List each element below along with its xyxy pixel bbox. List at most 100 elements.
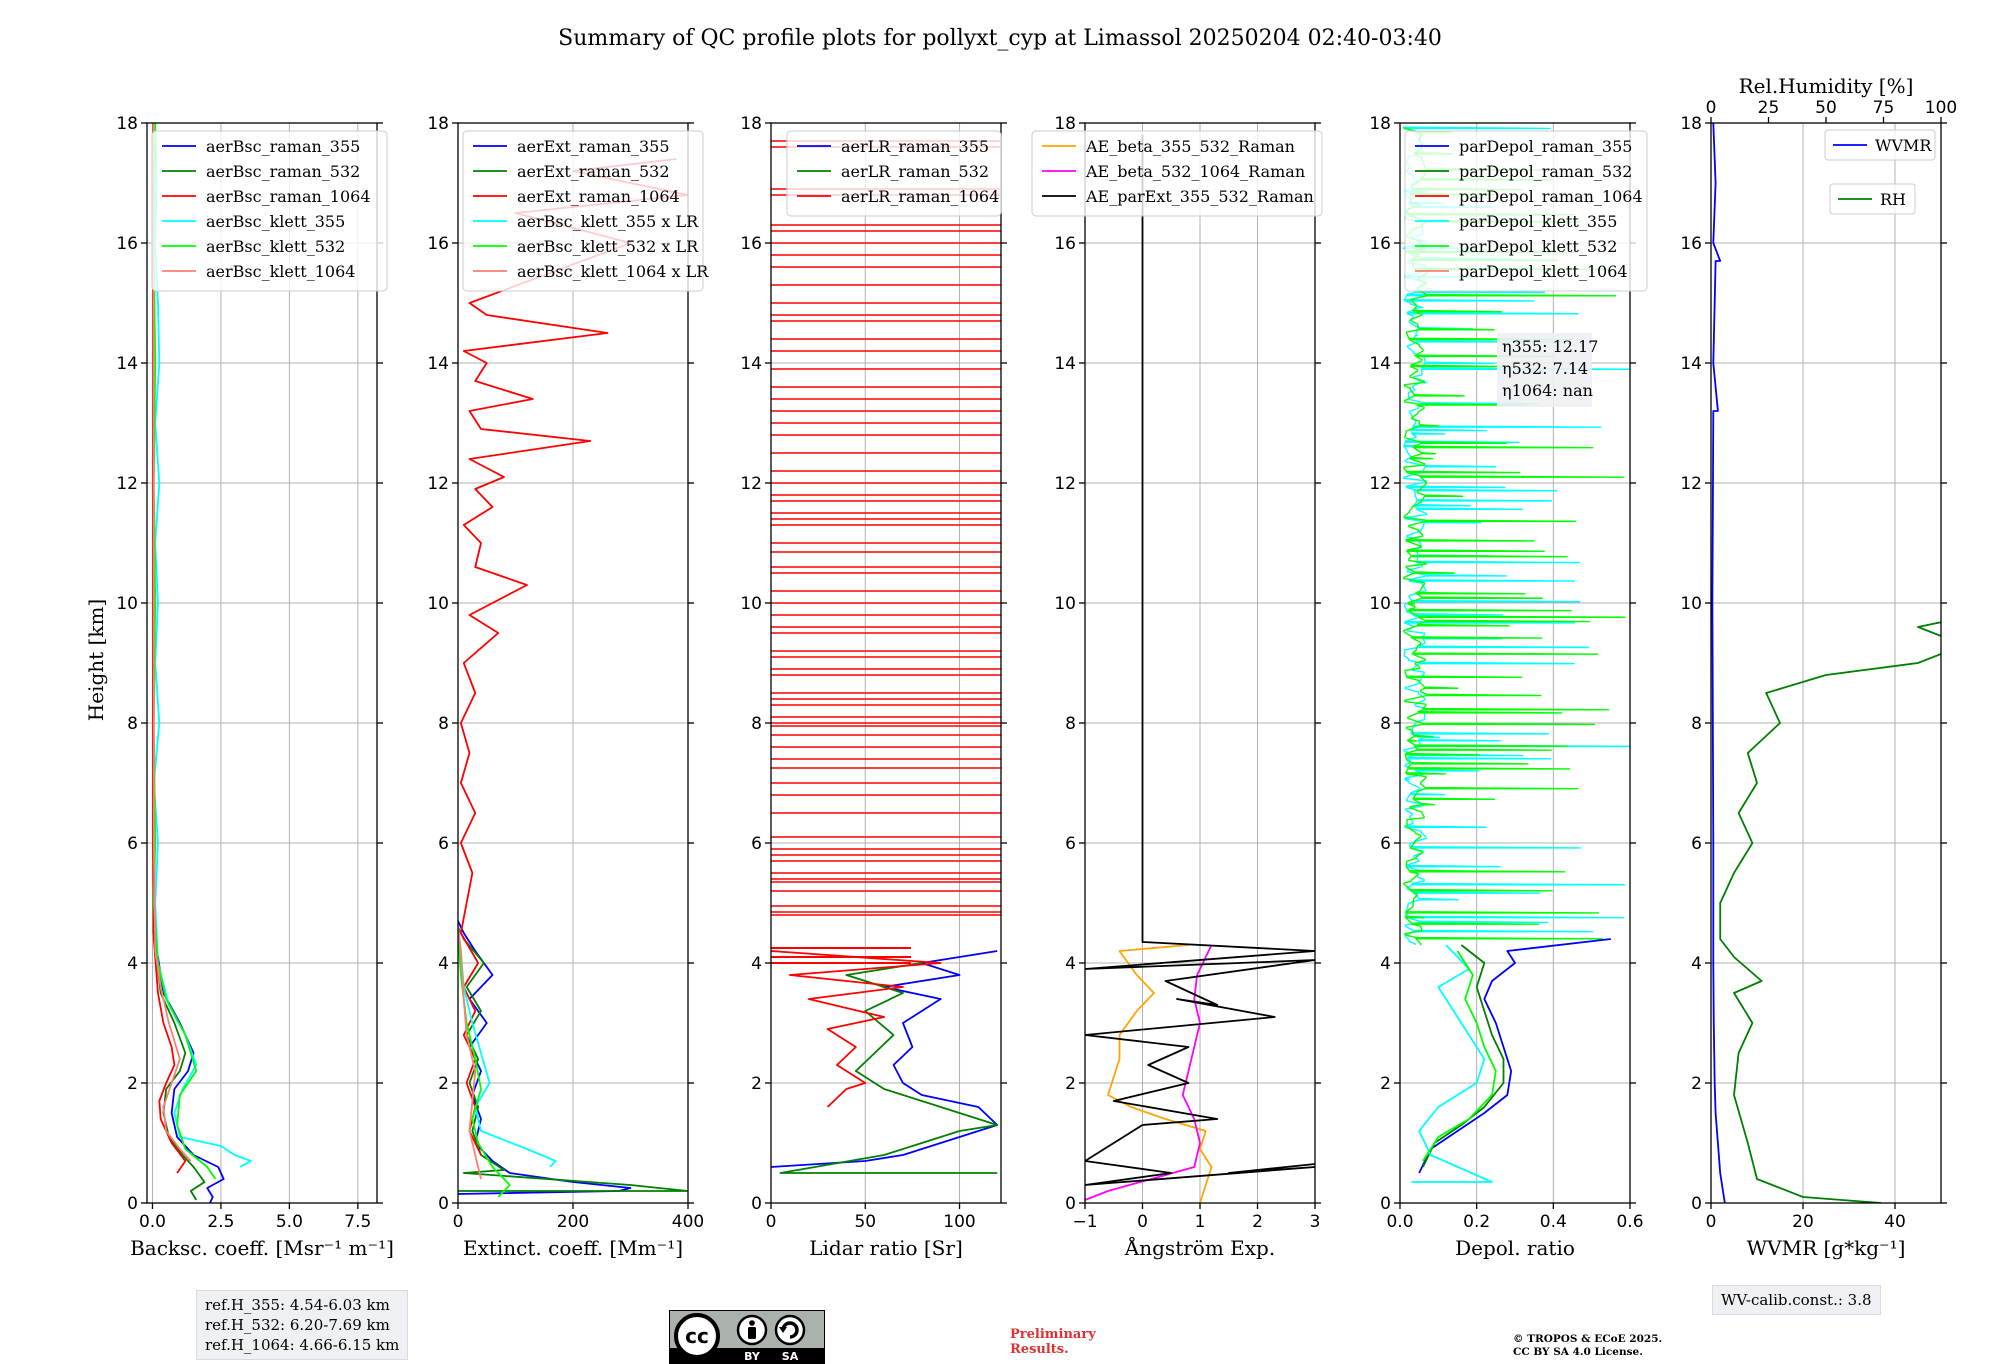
x-tick-label: 0.6 [1616,1212,1643,1232]
series-aerLR_raman_1064 [771,950,942,1108]
legend-box [1829,183,1916,215]
y-tick-label: 16 [427,234,449,254]
x-axis-label: Backsc. coeff. [Msr⁻¹ m⁻¹] [130,1236,394,1260]
y-tick-label: 8 [751,714,762,734]
y-tick-label: 18 [116,114,138,134]
eta-annotation-line: η355: 12.17 [1502,337,1598,356]
top-x-tick-label: 75 [1873,98,1895,118]
x-axis-label: Extinct. coeff. [Mm⁻¹] [463,1236,683,1260]
panel-backscatter: 0 2 4 6 8 10 12 14 16 18 0.0 2.5 5.0 7.5 Backsc. coeff… [116,114,394,1260]
series-aerExt_raman_1064 [459,158,688,1156]
legend-box [151,130,388,292]
y-tick-label: 6 [1380,834,1391,854]
legend: parDepol_raman_355 parDepol_raman_532 parD… [1404,130,1648,292]
legend-label: WVMR [1875,136,1932,155]
y-tick-label: 6 [127,834,138,854]
top-x-tick-label: 50 [1815,98,1837,118]
x-tick-label: 100 [943,1212,975,1232]
axes-frame [1710,122,1942,1204]
x-tick-label: 0 [453,1212,464,1232]
cc-by-sa-license-badge: cc BY SA [669,1310,825,1364]
legend-label: parDepol_raman_355 [1459,137,1632,156]
top-x-tick-label: 25 [1758,98,1780,118]
data-layer [1085,135,1315,1203]
x-tick-label: 400 [672,1212,704,1232]
legend-label: aerBsc_raman_532 [206,162,360,181]
y-tick-label: 12 [1054,474,1076,494]
panel-lidar_ratio: 0 2 4 6 8 10 12 14 16 18 0 50 100 Lidar ratio [Sr] aer… [740,114,1007,1260]
legend: AE_beta_355_532_Raman AE_beta_532_1064_Ra… [1031,130,1323,217]
y-tick-label: 10 [1054,594,1076,614]
series-AE_beta_355_532_Raman [1107,944,1213,1203]
data-layer [152,123,252,1203]
axes-frame [770,122,1002,1204]
cc-sa-text: SA [782,1350,799,1363]
series-aerBsc_klett_1064 x LR [458,926,482,1180]
legend-label: aerLR_raman_355 [841,137,989,156]
series-aerLR_raman_355 [771,950,999,1168]
legend: aerExt_raman_355 aerExt_raman_532 aerExt_r… [462,130,709,292]
legend-label: aerLR_raman_532 [841,162,989,181]
y-tick-label: 14 [740,354,762,374]
x-tick-label: 0.2 [1463,1212,1490,1232]
series-parDepol_raman_355 [1418,938,1611,1174]
x-tick-label: 0.4 [1540,1212,1567,1232]
legend-label: aerBsc_klett_355 [206,212,345,231]
y-tick-label: 0 [438,1194,449,1214]
legend-label: parDepol_klett_355 [1459,212,1617,231]
legend-label: aerBsc_klett_532 [206,237,345,256]
legend-label: RH [1880,190,1906,209]
y-tick-label: 16 [740,234,762,254]
y-tick-label: 2 [438,1074,449,1094]
x-tick-label: 20 [1792,1212,1814,1232]
y-tick-label: 10 [1680,594,1702,614]
x-axis-label: WVMR [g*kg⁻¹] [1747,1236,1906,1260]
y-tick-label: 14 [1369,354,1391,374]
legend-label: AE_beta_532_1064_Raman [1085,162,1305,181]
y-tick-label: 4 [1380,954,1391,974]
y-tick-label: 2 [1380,1074,1391,1094]
legend-label: aerBsc_klett_1064 [206,262,355,281]
y-tick-label: 14 [427,354,449,374]
y-tick-label: 2 [1691,1074,1702,1094]
y-tick-label: 18 [1680,114,1702,134]
legend-label: parDepol_raman_532 [1459,162,1632,181]
y-tick-label: 18 [1054,114,1076,134]
x-tick-label: 7.5 [344,1212,371,1232]
series-parDepol_klett_532 [1422,950,1497,1162]
legend-label: aerBsc_klett_355 x LR [517,212,699,231]
data-layer [1711,123,1941,1203]
series-RH [1719,621,1941,1203]
x-tick-label: 50 [854,1212,876,1232]
data-layer [458,158,688,1198]
y-tick-label: 16 [1369,234,1391,254]
x-axis-label: Lidar ratio [Sr] [809,1236,963,1260]
legend-label: aerLR_raman_1064 [841,187,999,206]
x-tick-label: 0 [1137,1212,1148,1232]
y-tick-label: 4 [751,954,762,974]
panel-extinction: 0 2 4 6 8 10 12 14 16 18 0 200 400 Extinct. coeff. [M… [427,114,709,1260]
y-tick-label: 12 [740,474,762,494]
y-tick-label: 8 [438,714,449,734]
y-tick-label: 2 [127,1074,138,1094]
y-tick-label: 14 [1680,354,1702,374]
y-tick-label: 6 [438,834,449,854]
legend: aerBsc_raman_355 aerBsc_raman_532 aerBsc_r… [151,130,388,292]
legend-box [1031,130,1323,217]
y-tick-label: 0 [751,1194,762,1214]
legend-box [786,130,1002,217]
reference-height-box: ref.H_355: 4.54-6.03 km ref.H_532: 6.20-… [196,1290,409,1360]
top-x-tick-label: 100 [1925,98,1957,118]
panel-depol: 0 2 4 6 8 10 12 14 16 18 0.0 0.2 0.4 0.6 Depol. ratio p… [1369,114,1648,1260]
legend: aerLR_raman_355 aerLR_raman_532 aerLR_rama… [786,130,1002,217]
legend-label: aerBsc_raman_1064 [206,187,371,206]
y-tick-label: 16 [1680,234,1702,254]
ticks [1079,122,1321,1209]
y-tick-label: 12 [116,474,138,494]
y-tick-label: 12 [1369,474,1391,494]
copyright-line-1: © TROPOS & ECoE 2025. [1513,1333,1663,1345]
copyright-line-2: CC BY SA 4.0 License. [1513,1346,1643,1358]
y-tick-label: 18 [1369,114,1391,134]
